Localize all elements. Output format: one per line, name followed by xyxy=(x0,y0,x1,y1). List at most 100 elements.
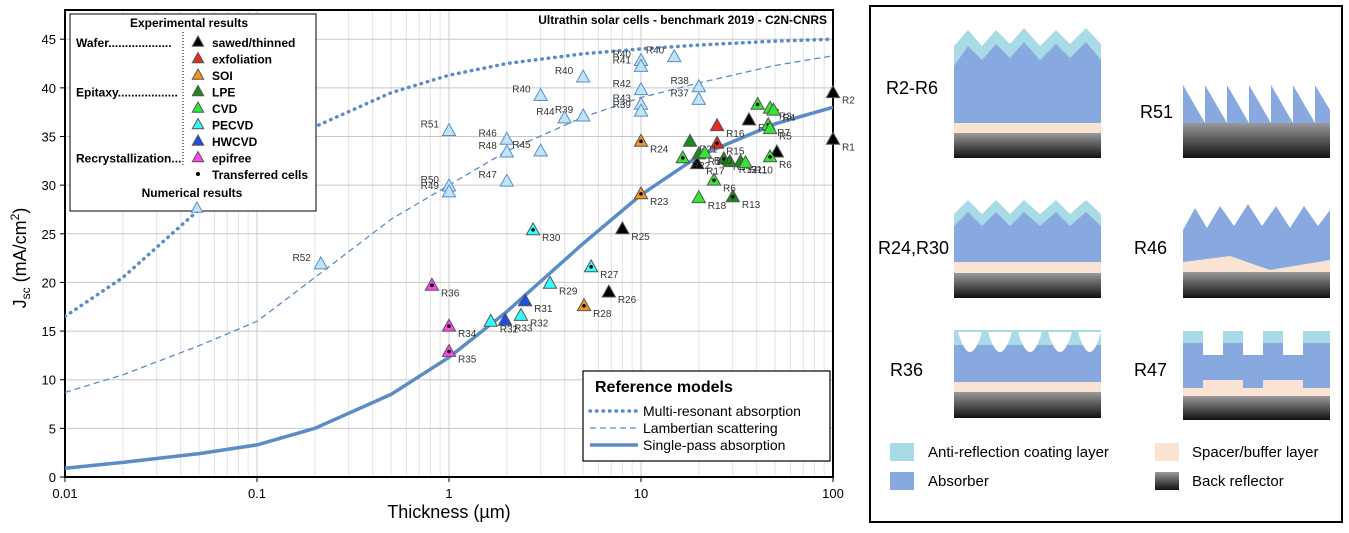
legend-swatch xyxy=(890,472,914,490)
point-label: R49 xyxy=(421,181,440,192)
legend-text: Back reflector xyxy=(1192,473,1284,490)
point-label: R26 xyxy=(618,295,637,306)
legend-title: Experimental results xyxy=(130,16,248,30)
transferred-dot xyxy=(582,303,586,308)
point-label: R47 xyxy=(478,170,497,181)
legend-label: Single-pass absorption xyxy=(643,437,785,453)
absorber xyxy=(1183,85,1330,123)
transferred-dot xyxy=(731,195,735,199)
chart: Ultrathin solar cells - benchmark 2019 -… xyxy=(8,9,855,522)
y-tick-label: 40 xyxy=(42,81,56,96)
y-label-part: 2 xyxy=(8,213,22,220)
data-point xyxy=(709,117,725,132)
spacer xyxy=(1183,256,1330,272)
legend-swatch xyxy=(1155,443,1179,461)
x-tick-label: 10 xyxy=(634,486,648,501)
point-label: R27 xyxy=(600,270,619,281)
legend-text: Spacer/buffer layer xyxy=(1192,444,1318,461)
transferred-dot xyxy=(447,349,451,354)
legend-label: Numerical results xyxy=(142,186,243,200)
y-tick-label: 20 xyxy=(42,275,56,290)
legend-label: Transferred cells xyxy=(212,168,308,182)
data-point xyxy=(313,255,329,270)
point-label: R42 xyxy=(613,79,632,90)
point-label: R10 xyxy=(754,166,773,177)
data-point xyxy=(441,122,457,137)
point-label: R45 xyxy=(512,140,531,151)
transferred-dot xyxy=(768,155,772,159)
data-point xyxy=(825,131,841,145)
transferred-dot xyxy=(755,102,760,107)
legend-text: Absorber xyxy=(928,473,989,490)
point-label: R18 xyxy=(708,201,727,212)
y-tick-label: 0 xyxy=(49,470,56,485)
data-point xyxy=(689,155,705,170)
legend-marker xyxy=(191,51,205,64)
legend-marker xyxy=(191,34,205,47)
point-label: R11 xyxy=(750,165,768,176)
point-label: R3 xyxy=(779,111,792,122)
spacer xyxy=(954,123,1101,133)
legend-marker xyxy=(191,117,205,130)
reflector xyxy=(954,392,1101,418)
spacer xyxy=(954,382,1101,392)
y-tick-label: 10 xyxy=(42,373,56,388)
structure-label: R24,R30 xyxy=(878,238,949,258)
point-label: R23 xyxy=(650,197,669,208)
legend-marker xyxy=(191,100,205,113)
point-label: R40 xyxy=(613,50,632,61)
legend-marker xyxy=(191,67,205,80)
legend-label: Lambertian scattering xyxy=(643,420,778,436)
point-label: R40 xyxy=(555,66,574,77)
x-tick-label: 0.01 xyxy=(52,486,77,501)
reflector xyxy=(954,133,1101,158)
point-label: R38 xyxy=(670,76,689,87)
data-point xyxy=(682,133,698,147)
transferred-dot xyxy=(639,192,643,196)
structure-label: R36 xyxy=(890,360,923,380)
data-point xyxy=(737,154,753,169)
legend-marker xyxy=(191,133,205,146)
structure-label: R46 xyxy=(1134,238,1167,258)
plot-frame xyxy=(64,9,834,478)
spacer xyxy=(1183,380,1330,396)
point-label: R33 xyxy=(514,323,533,334)
point-label: R36 xyxy=(441,288,460,299)
point-label: R30 xyxy=(542,233,561,244)
transferred-dot xyxy=(589,265,593,269)
point-label: R44 xyxy=(536,107,555,118)
legend-marker xyxy=(191,84,205,97)
legend-label: PECVD xyxy=(212,119,254,133)
model-line xyxy=(65,37,833,319)
y-label-part: (mA/cm xyxy=(10,220,30,287)
data-point xyxy=(633,81,649,96)
y-tick-label: 35 xyxy=(42,129,56,144)
absorber xyxy=(1183,204,1330,272)
x-tick-label: 0.1 xyxy=(248,486,266,501)
point-label: R39 xyxy=(613,100,632,111)
y-tick-label: 5 xyxy=(49,421,56,436)
legend-label: LPE xyxy=(212,86,235,100)
data-point xyxy=(691,78,707,93)
data-point xyxy=(533,87,549,102)
point-label: R29 xyxy=(559,286,578,297)
data-point xyxy=(691,91,707,105)
data-point xyxy=(517,292,533,307)
point-label: R35 xyxy=(458,354,477,365)
point-label: R6 xyxy=(723,183,736,194)
data-point xyxy=(766,102,782,116)
legend-marker xyxy=(190,200,204,213)
data-point xyxy=(533,143,549,157)
data-point xyxy=(697,144,713,159)
point-label: R17 xyxy=(706,167,725,178)
transferred-dot xyxy=(430,283,434,288)
x-tick-label: 100 xyxy=(822,486,844,501)
legend-title: Reference models xyxy=(595,379,733,396)
legend-label: SOI xyxy=(212,69,233,83)
point-label: R46 xyxy=(478,128,497,139)
data-point xyxy=(614,220,630,235)
legend-label: Multi-resonant absorption xyxy=(643,403,801,419)
transferred-dot xyxy=(680,156,685,160)
data-point xyxy=(762,120,778,135)
